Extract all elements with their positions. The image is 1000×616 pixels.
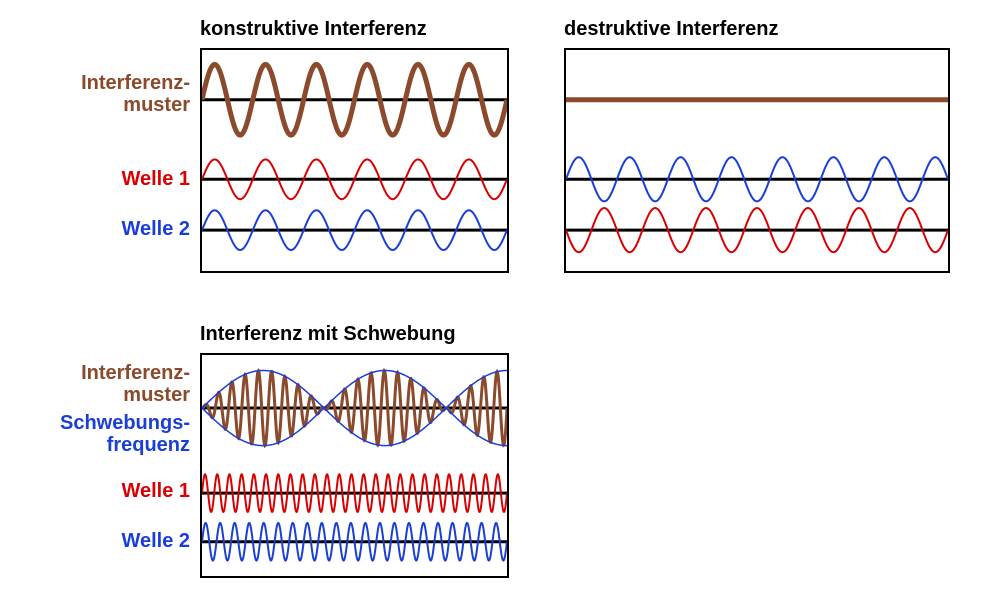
panel2-title: destruktive Interferenz <box>564 18 779 41</box>
label-interference-line1-p3: Interferenz- <box>81 362 190 384</box>
label-welle1-p3: Welle 1 <box>40 480 190 502</box>
panel-constructive <box>200 48 509 273</box>
label-welle2-p3: Welle 2 <box>40 530 190 552</box>
diagram-root: konstruktive Interferenz destruktive Int… <box>0 0 1000 616</box>
panel1-svg <box>202 50 507 271</box>
panel-destructive <box>564 48 950 273</box>
panel3-title: Interferenz mit Schwebung <box>200 323 456 346</box>
panel1-title: konstruktive Interferenz <box>200 18 427 41</box>
label-beat-line1: Schwebungs- <box>60 412 190 434</box>
label-interference-line1: Interferenz- <box>81 72 190 94</box>
label-interference-muster-p1: Interferenz- muster <box>40 72 190 116</box>
panel-beat <box>200 353 509 578</box>
label-welle1-p1: Welle 1 <box>40 168 190 190</box>
label-welle2-p1: Welle 2 <box>40 218 190 240</box>
label-interference-muster-p3: Interferenz- muster <box>32 362 190 406</box>
panel3-svg <box>202 355 507 576</box>
label-interference-line2-p3: muster <box>123 384 190 406</box>
label-interference-line2: muster <box>123 94 190 116</box>
label-beat-frequency: Schwebungs- frequenz <box>22 412 190 456</box>
label-beat-line2: frequenz <box>107 434 190 456</box>
panel2-svg <box>566 50 948 271</box>
